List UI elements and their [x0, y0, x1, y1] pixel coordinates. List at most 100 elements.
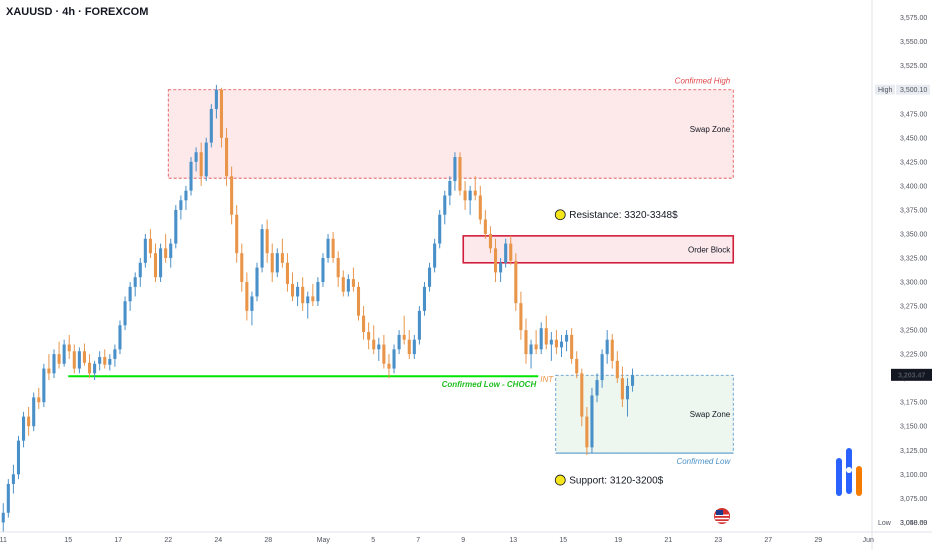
candle-body: [453, 157, 457, 182]
y-tick-label: 3,175.00: [900, 400, 927, 407]
swap-zone-label: Swap Zone: [690, 125, 731, 134]
x-tick-label: 24: [214, 537, 222, 544]
support-callout: Support: 3120-3200$: [569, 476, 663, 487]
x-tick-label: 15: [64, 537, 72, 544]
candle-body: [615, 360, 619, 379]
candle-body: [575, 358, 579, 374]
candle-body: [219, 89, 224, 138]
x-tick-label: May: [317, 537, 331, 544]
candle-body: [194, 152, 198, 162]
candle-body: [47, 368, 51, 374]
candle-body: [504, 243, 508, 263]
candle-body: [306, 296, 310, 304]
y-axis[interactable]: 3,575.003,550.003,525.003,500.003,475.00…: [871, 0, 927, 550]
candle-body: [22, 416, 26, 441]
swap-zone-label: Swap Zone: [690, 410, 731, 419]
candle-body: [72, 351, 76, 369]
tradingview-logo-icon: [836, 448, 862, 496]
candle-body: [204, 142, 208, 177]
callouts-layer: Resistance: 3320-3348$ Support: 3120-3200…: [554, 209, 678, 487]
candle-body: [372, 339, 376, 350]
candle-body: [174, 209, 178, 244]
candle-body: [438, 214, 442, 244]
high-price-badge: [896, 84, 930, 95]
y-tick-label: 3,475.00: [900, 111, 927, 118]
candle-body: [98, 357, 102, 364]
candle-body: [133, 277, 137, 287]
candle-body: [209, 108, 213, 143]
candle-body: [524, 330, 528, 355]
candle-body: [356, 286, 361, 316]
candle-body: [255, 267, 259, 297]
candle-body: [585, 416, 589, 448]
candle-body: [326, 238, 330, 258]
confirmed-low-label: Confirmed Low: [676, 457, 731, 466]
candle-body: [412, 339, 416, 355]
candle-body: [362, 315, 366, 333]
icons-layer: [714, 448, 862, 524]
candle-body: [6, 483, 10, 513]
y-tick-label: 3,400.00: [900, 183, 927, 190]
candle-body: [316, 282, 320, 302]
candle-body: [11, 474, 15, 484]
candle-body: [625, 385, 630, 400]
candle-body: [580, 373, 584, 417]
candle-body: [382, 344, 386, 364]
candle-body: [214, 89, 218, 109]
candle-body: [128, 286, 132, 302]
low-label: Low: [878, 520, 892, 527]
candle-body: [554, 339, 558, 348]
candle-body: [280, 253, 284, 263]
y-tick-label: 3,150.00: [900, 424, 927, 431]
candle-body: [27, 416, 31, 427]
x-axis[interactable]: 11 15 17 22 24 28 May 5 7 9 13 15 19 21 23 27 29 Jun: [0, 531, 932, 544]
candle-body: [57, 354, 61, 364]
candle-body: [544, 328, 548, 345]
candle-body: [32, 397, 36, 427]
candle-body: [296, 286, 300, 297]
candle-body: [331, 238, 335, 258]
candle-body: [534, 344, 538, 350]
x-tick-label: Jun: [863, 537, 874, 544]
x-tick-label: 17: [114, 537, 122, 544]
candle-body: [199, 152, 203, 177]
candle-body: [321, 257, 325, 283]
x-tick-label: 23: [714, 537, 722, 544]
current-price-label: 3,203.47: [898, 372, 925, 379]
y-tick-label: 3,275.00: [900, 304, 927, 311]
high-badge: [875, 84, 895, 95]
candles-layer: [1, 84, 635, 532]
candle-body: [67, 344, 71, 352]
chart-title: XAUUSD · 4h · FOREXCOM: [6, 6, 149, 18]
y-tick-label: 3,350.00: [900, 231, 927, 238]
current-price-badge: [891, 368, 932, 381]
candle-body: [600, 354, 604, 381]
x-tick-label: 28: [264, 537, 272, 544]
candle-body: [448, 181, 452, 196]
candle-body: [225, 137, 229, 177]
candle-body: [143, 238, 147, 263]
candle-body: [402, 334, 406, 340]
candle-body: [159, 248, 163, 278]
candle-body: [285, 262, 289, 284]
candle-body: [351, 279, 355, 287]
candle-body: [240, 253, 244, 283]
candle-body: [250, 296, 254, 311]
price-badges: 3,203.47 High 3,500.10 Low 3,048.69: [875, 84, 932, 527]
candle-body: [539, 328, 543, 350]
candle-body: [336, 257, 340, 278]
high-label: High: [878, 87, 893, 94]
candle-body: [235, 214, 239, 254]
candle-body: [103, 357, 107, 365]
candle-body: [433, 243, 437, 268]
y-tick-label: 3,125.00: [900, 448, 927, 455]
resistance-callout: Resistance: 3320-3348$: [569, 210, 678, 221]
candle-body: [265, 229, 269, 254]
candle-body: [301, 286, 305, 304]
candle-body: [458, 157, 462, 191]
candle-body: [42, 368, 46, 403]
candle-body: [499, 262, 503, 273]
candle-body: [529, 344, 533, 355]
